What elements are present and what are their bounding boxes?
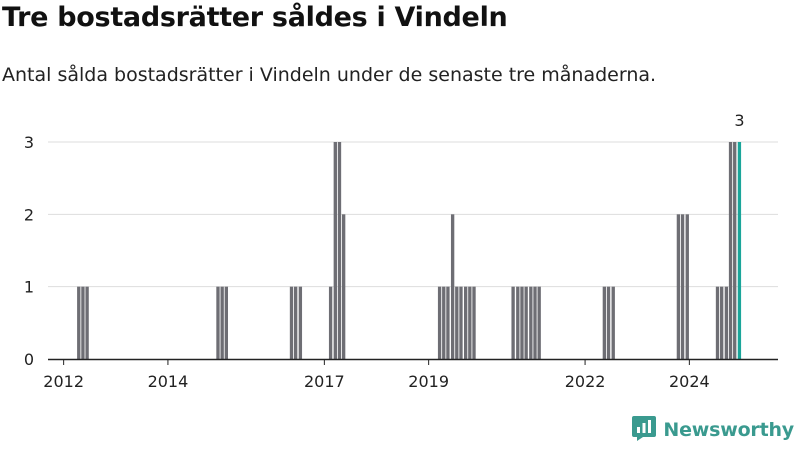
bar [220,286,224,359]
bar [524,286,528,359]
bar [676,214,681,359]
bar [733,142,737,359]
bar [533,286,537,359]
bar [511,286,515,359]
x-tick-label: 2019 [408,372,449,391]
bar [298,286,303,359]
y-tick-label: 1 [24,278,34,297]
x-tick-label: 2017 [304,372,345,391]
bar [724,286,729,359]
bar [459,286,463,359]
bar [224,286,229,359]
bar [537,286,541,359]
data-label: 3 [734,111,744,130]
bar [685,214,689,359]
x-tick-label: 2012 [43,372,84,391]
bar [715,286,720,359]
bar [455,286,459,359]
bar [333,142,337,359]
bars [77,142,742,359]
bar [680,214,685,359]
bar [472,286,476,359]
bar [720,286,724,359]
bar [289,286,294,359]
y-tick-label: 3 [24,133,34,152]
bar [520,286,524,359]
chart-subtitle: Antal sålda bostadsrätter i Vindeln unde… [2,64,657,86]
data-labels: 3 [734,111,744,130]
bar [516,286,520,359]
bar [294,286,298,359]
bar [437,286,442,359]
bar [602,286,607,359]
bar [468,286,472,359]
bar [328,286,333,359]
axes: 0 1 2 3 2012 2014 2017 2019 2022 2024 [24,133,778,391]
x-tick-label: 2022 [565,372,606,391]
bar [341,214,346,359]
bar [81,286,85,359]
bar [85,286,89,359]
gridlines [48,141,778,288]
bar [216,286,220,359]
chart-title: Tre bostadsrätter såldes i Vindeln [2,2,508,33]
bar [450,214,455,359]
brand-logo[interactable]: Newsworthy [631,414,794,446]
bar [529,286,533,359]
y-tick-label: 2 [24,205,34,224]
x-tick-label: 2024 [669,372,710,391]
bar [77,286,81,359]
y-tick-label: 0 [24,350,34,369]
bar [463,286,468,359]
bar [728,142,733,359]
newsworthy-logo-icon [631,414,657,446]
bar [446,286,450,359]
bar [337,142,342,359]
bar [442,286,446,359]
brand-name: Newsworthy [663,419,794,441]
x-tick-label: 2014 [148,372,189,391]
bar [606,286,611,359]
highlight-bar [737,142,742,359]
bar [611,286,615,359]
